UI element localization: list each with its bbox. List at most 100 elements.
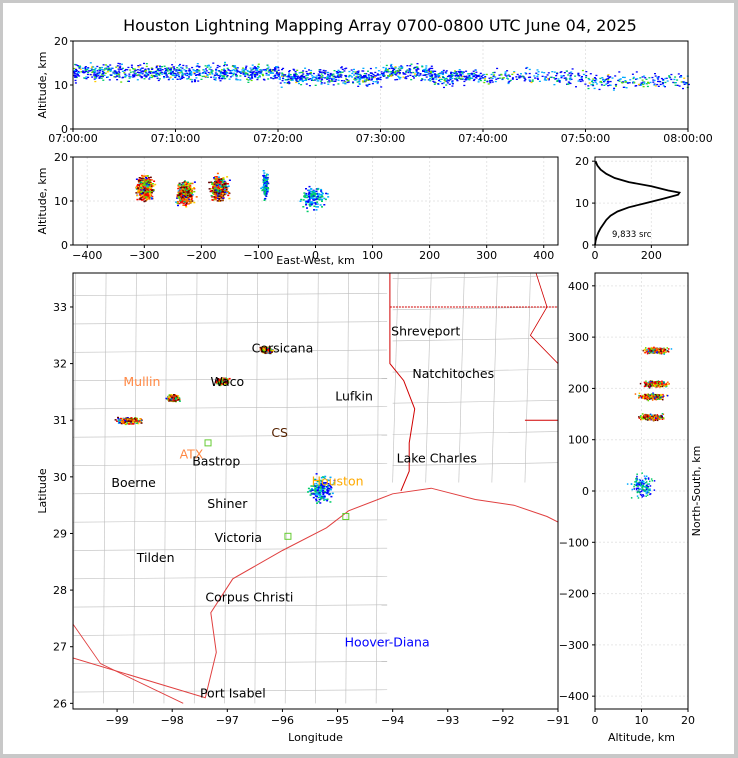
time-height-point [79,66,82,68]
ew-point [148,183,151,186]
time-height-point [475,71,478,73]
time-height-point [453,72,456,74]
ew-point [145,194,148,197]
time-height-point [367,70,369,72]
time-height-point [310,72,312,74]
time-height-point [267,78,270,80]
ew-point [185,202,188,204]
time-height-point [547,72,550,74]
y-tick-label: 20 [54,35,68,48]
time-height-point [379,74,382,76]
ew-point [313,199,316,201]
ew-point [185,196,188,199]
time-height-point [275,73,278,75]
time-height-point [603,81,605,83]
time-height-point [664,77,667,80]
time-height-point [437,83,440,85]
time-height-point [253,74,256,76]
time-height-point [102,73,104,75]
time-height-point [449,75,452,77]
time-height-point [406,69,409,71]
lightning-source [124,418,127,421]
time-height-point [152,75,155,77]
ew-point [188,190,191,192]
time-height-point [626,82,629,84]
lightning-source [169,396,172,398]
time-height-point [229,70,232,72]
time-height-point [220,72,222,74]
ew-point [190,198,193,200]
time-height-point [337,72,339,74]
time-height-point [139,69,142,71]
y-tick-label: 10 [575,197,589,210]
time-height-point [623,76,626,79]
time-height-point [553,71,556,73]
ew-point [226,183,229,185]
ew-point [181,196,184,199]
ew-point [139,197,142,199]
time-height-point [464,78,467,81]
time-height-point [525,67,528,69]
time-height-point [465,79,468,81]
time-height-point [641,79,644,81]
time-height-point [516,73,519,76]
time-height-point [382,73,384,75]
time-height-point [177,74,180,77]
ew-point [148,198,151,200]
time-height-point [100,77,103,79]
time-height-point [229,76,232,78]
time-height-point [155,65,158,67]
time-height-point [338,74,341,76]
time-height-point [236,75,238,77]
time-height-point [247,79,250,81]
time-height-point [246,72,249,75]
time-height-point [401,67,404,69]
time-height-point [154,72,157,74]
time-height-point [249,77,252,79]
ew-point [302,199,305,201]
time-height-point [683,77,686,79]
time-height-point [256,77,259,79]
time-height-point [89,62,92,64]
ew-point [220,187,222,190]
time-height-point [520,73,522,75]
time-height-point [346,81,349,84]
county-line [103,273,107,704]
time-height-point [463,80,466,83]
time-height-point [120,81,123,83]
time-height-point [536,69,539,71]
ew-point [220,186,223,188]
time-height-point [131,74,134,76]
ew-point [308,192,311,195]
time-height-point [142,71,145,73]
time-height-point [450,73,452,75]
time-height-point [431,78,434,80]
time-height-point [166,76,169,78]
time-height-point [231,75,234,77]
ew-point [266,176,269,179]
ew-point [323,197,326,200]
lightning-source [130,420,133,423]
ew-point [311,193,314,195]
time-height-point [416,72,419,74]
ew-point [221,187,224,190]
time-height-point [489,80,492,82]
time-height-point [118,70,120,72]
time-height-point [221,77,224,79]
time-height-point [653,83,656,85]
time-height-point [212,76,215,78]
ew-point [213,183,216,185]
county-line [133,273,137,704]
time-height-point [265,72,268,74]
time-height-point [104,64,107,66]
time-height-point [591,79,594,82]
time-height-point [221,69,223,71]
time-height-point [169,72,172,74]
time-height-point [256,69,259,71]
time-height-point [417,68,420,70]
ew-point [187,185,189,187]
time-height-point [159,72,162,74]
time-height-point [460,78,463,80]
border-river [73,623,184,704]
ew-point [143,198,146,200]
